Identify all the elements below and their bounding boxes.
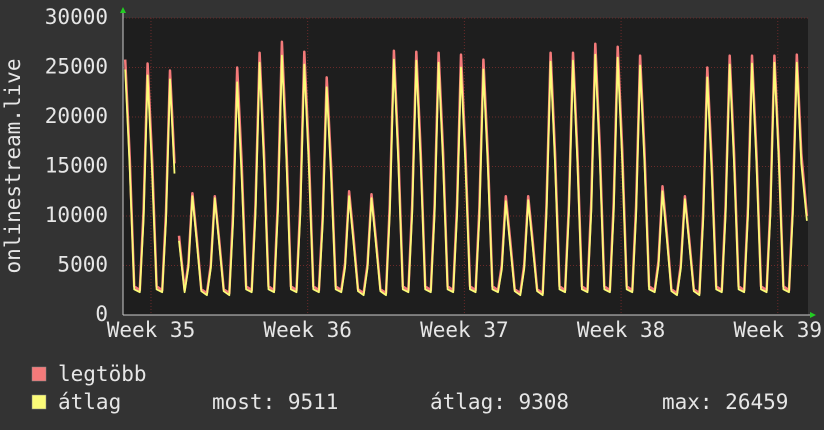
stat-label: max: xyxy=(662,390,713,414)
y-tick-label: 25000 xyxy=(45,55,108,79)
legend-label: átlag xyxy=(58,390,121,414)
stat-label: átlag: xyxy=(430,390,506,414)
y-tick-label: 15000 xyxy=(45,154,108,178)
series-line xyxy=(124,53,808,297)
y-axis-title: onlinestream.live xyxy=(1,59,25,274)
stat-value: 26459 xyxy=(725,390,788,414)
y-arrow xyxy=(120,7,126,13)
y-tick-label: 30000 xyxy=(45,5,108,29)
legend-swatch xyxy=(31,366,47,382)
legend-swatch xyxy=(31,394,47,410)
legend: legtöbb átlag most: 9511 átlag: 9308 max: 26459 xyxy=(31,362,788,414)
stat-value: 9511 xyxy=(288,390,339,414)
y-tick-label: 0 xyxy=(95,302,108,326)
x-tick-label: Week 35 xyxy=(107,318,196,342)
x-tick-label: Week 36 xyxy=(263,318,352,342)
y-tick-label: 10000 xyxy=(45,203,108,227)
stat-value: 9308 xyxy=(518,390,569,414)
y-tick-label: 5000 xyxy=(57,253,108,277)
x-arrow xyxy=(810,312,816,318)
x-tick-label: Week 37 xyxy=(420,318,509,342)
stat-label: most: xyxy=(212,390,275,414)
legend-label: legtöbb xyxy=(58,362,147,386)
x-tick-label: Week 39 xyxy=(734,318,823,342)
x-tick-label: Week 38 xyxy=(577,318,666,342)
lines xyxy=(123,40,809,297)
y-tick-label: 20000 xyxy=(45,104,108,128)
